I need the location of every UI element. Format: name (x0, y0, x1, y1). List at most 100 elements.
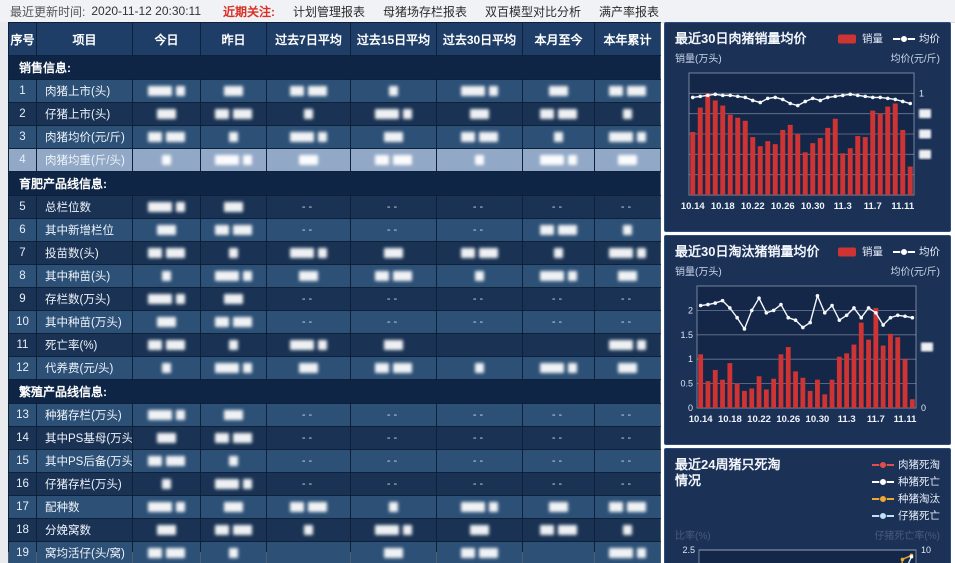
left-scroll-gutter[interactable] (0, 22, 8, 563)
legend-item[interactable]: 销量 (836, 244, 883, 259)
row-value-cell: -- (436, 287, 523, 311)
column-header-4: 过去7日平均 (266, 22, 351, 56)
table-row[interactable]: 15 其中PS后备(万头) -- -- -- -- -- (8, 449, 661, 473)
column-header-8: 本年累计 (594, 22, 661, 56)
y-axis-label-left: 销量(万头) (675, 267, 722, 278)
legend-item[interactable]: 种猪淘汰 (872, 491, 940, 506)
row-value-cell (132, 518, 201, 542)
line-legend-marker-icon (893, 247, 915, 256)
table-row[interactable]: 5 总栏位数 -- -- -- -- -- (8, 195, 661, 219)
column-header-7: 本月至今 (522, 22, 595, 56)
table-row[interactable]: 10 其中种苗(万头) -- -- -- -- -- (8, 310, 661, 334)
table-row[interactable]: 7 投苗数(头) (8, 241, 661, 265)
row-value-cell (350, 79, 437, 103)
chart-legend: 销量 均价 (826, 31, 940, 48)
row-value-cell: -- (266, 403, 351, 427)
row-value-cell (350, 241, 437, 265)
table-row[interactable]: 1 肉猪上市(头) (8, 79, 661, 103)
row-value-cell (132, 356, 201, 380)
row-value-cell (436, 79, 523, 103)
svg-text:10.14: 10.14 (689, 414, 713, 425)
row-value-cell (350, 102, 437, 126)
table-row[interactable]: 6 其中新增栏位 -- -- -- (8, 218, 661, 242)
row-value-cell: -- (436, 195, 523, 219)
redacted-value (393, 363, 412, 374)
row-value-cell (200, 79, 267, 103)
top-menu-item-0[interactable]: 计划管理报表 (293, 4, 366, 19)
legend-item[interactable]: 肉猪死淘 (872, 457, 940, 472)
row-value-cell (594, 79, 661, 103)
row-value-cell (132, 264, 201, 288)
row-value-cell (132, 403, 201, 427)
redacted-value (540, 155, 564, 166)
row-value-cell (200, 518, 267, 542)
svg-text:11.3: 11.3 (838, 414, 856, 425)
row-value-cell (522, 125, 595, 149)
row-value-cell (522, 495, 595, 519)
row-value-cell (266, 148, 351, 172)
row-value-cell: -- (350, 449, 437, 473)
row-item-name: 其中PS基母(万头) (36, 426, 133, 450)
redacted-value (461, 248, 475, 259)
redacted-value (224, 410, 243, 421)
redacted-value (304, 109, 313, 120)
redacted-value (623, 109, 632, 120)
redacted-value (384, 548, 403, 559)
top-menu-item-2[interactable]: 双百模型对比分析 (485, 4, 582, 19)
row-item-name: 存栏数(万头) (36, 287, 133, 311)
redacted-value (375, 155, 389, 166)
row-value-cell: -- (594, 195, 661, 219)
legend-item[interactable]: 种猪死亡 (872, 474, 940, 489)
redacted-value (475, 363, 484, 374)
row-value-cell (522, 541, 595, 563)
table-row[interactable]: 2 仔猪上市(头) (8, 102, 661, 126)
section-title: 繁殖产品线信息: (8, 379, 661, 404)
redacted-value (479, 132, 498, 143)
top-menu-item-1[interactable]: 母猪场存栏报表 (383, 4, 468, 19)
redacted-value (166, 456, 185, 467)
table-row[interactable]: 8 其中种苗(头) (8, 264, 661, 288)
row-index: 4 (8, 148, 37, 172)
legend-item[interactable]: 仔猪死亡 (872, 508, 940, 523)
table-row[interactable]: 16 仔猪存栏(万头) -- -- -- -- -- (8, 472, 661, 496)
redacted-value (318, 340, 327, 351)
redacted-value (215, 363, 239, 374)
table-row[interactable]: 11 死亡率(%) (8, 333, 661, 357)
legend-item[interactable]: 销量 (836, 31, 883, 46)
table-row[interactable]: 12 代养费(元/头) (8, 356, 661, 380)
row-value-cell (522, 79, 595, 103)
table-row[interactable]: 9 存栏数(万头) -- -- -- -- -- (8, 287, 661, 311)
row-index: 2 (8, 102, 37, 126)
table-row[interactable]: 18 分娩窝数 (8, 518, 661, 542)
redacted-value (609, 86, 623, 97)
row-value-cell: -- (594, 426, 661, 450)
row-value-cell (132, 102, 201, 126)
row-item-name: 其中种苗(万头) (36, 310, 133, 334)
row-value-cell: -- (522, 426, 595, 450)
redacted-value (233, 109, 252, 120)
svg-text:0.5: 0.5 (680, 379, 693, 389)
table-row[interactable]: 19 窝均活仔(头/窝) (8, 541, 661, 563)
top-menu-item-3[interactable]: 满产率报表 (599, 4, 660, 19)
redacted-value (166, 340, 185, 351)
redacted-value (618, 363, 637, 374)
redacted-value (461, 548, 475, 559)
table-row[interactable]: 17 配种数 (8, 495, 661, 519)
legend-item[interactable]: 均价 (893, 244, 940, 259)
table-row[interactable]: 4 肉猪均重(斤/头) (8, 148, 661, 172)
row-value-cell: -- (522, 472, 595, 496)
legend-item[interactable]: 均价 (893, 31, 940, 46)
row-index: 19 (8, 541, 37, 563)
table-row[interactable]: 3 肉猪均价(元/斤) (8, 125, 661, 149)
row-value-cell (266, 79, 351, 103)
legend-label: 仔猪死亡 (898, 510, 940, 522)
redacted-value (157, 109, 176, 120)
table-row[interactable]: 14 其中PS基母(万头) -- -- -- -- -- (8, 426, 661, 450)
redacted-value (233, 525, 252, 536)
section-title: 育肥产品线信息: (8, 171, 661, 196)
redacted-value (157, 225, 176, 236)
svg-text:2.5: 2.5 (682, 545, 695, 555)
row-value-cell (200, 403, 267, 427)
table-row[interactable]: 13 种猪存栏(万头) -- -- -- -- -- (8, 403, 661, 427)
